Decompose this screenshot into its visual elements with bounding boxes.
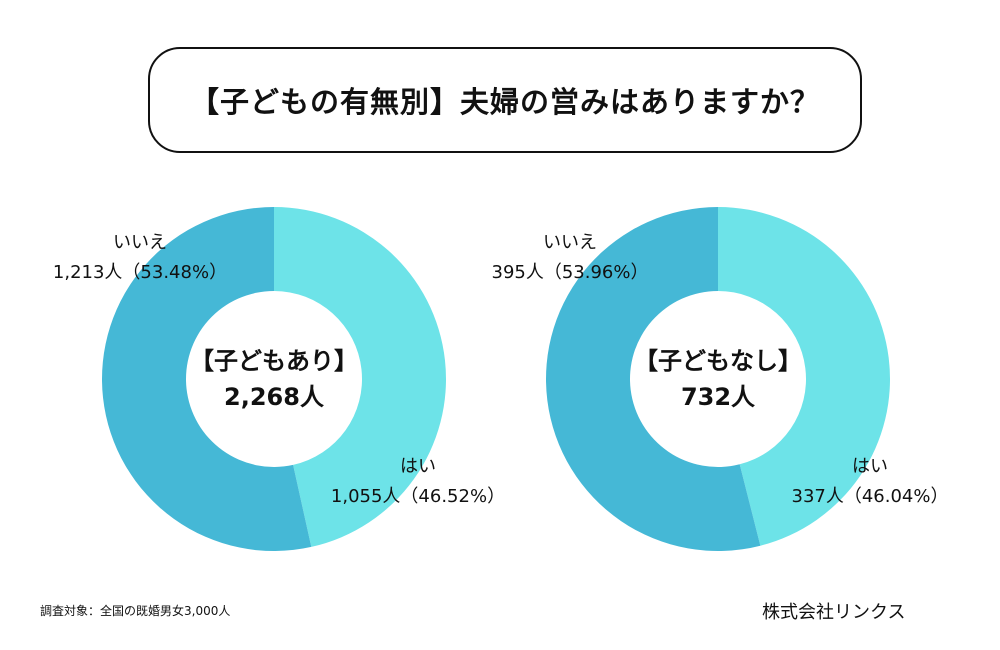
slice-label: はい (400, 456, 436, 477)
donut1-center-total: 2,268人 (224, 383, 324, 411)
donut1-slice-yes (274, 207, 447, 547)
survey-note: 調査対象：全国の既婚男女3,000人 (40, 604, 231, 618)
donut1-slice-no (102, 207, 312, 551)
company-name: 株式会社リンクス (762, 602, 906, 623)
donut1-center: 【子どもあり】 2,268人 (174, 343, 374, 415)
chart-title: 【子どもの有無別】夫婦の営みはありますか？ (189, 85, 820, 119)
donut2-center-total: 732人 (680, 383, 756, 411)
donut1-no-label: いいえ 1,213人（53.48%） (40, 228, 240, 288)
title-box: 【子どもの有無別】夫婦の営みはありますか？ (148, 47, 862, 153)
slice-label: いいえ (543, 232, 597, 253)
slice-value: 1,055人（46.52%） (330, 486, 506, 507)
donut2-slice-yes (718, 207, 891, 546)
donut2-yes-label: はい 337人（46.04%） (770, 452, 970, 512)
slice-value: 395人（53.96%） (491, 262, 649, 283)
donut1-center-label: 【子どもあり】 (190, 347, 358, 375)
slice-value: 1,213人（53.48%） (52, 262, 228, 283)
donut2-center-label: 【子どもなし】 (634, 347, 802, 375)
slice-value: 337人（46.04%） (791, 486, 949, 507)
donut1-yes-label: はい 1,055人（46.52%） (318, 452, 518, 512)
slice-label: いいえ (113, 232, 167, 253)
donut2-no-label: いいえ 395人（53.96%） (470, 228, 670, 288)
slice-label: はい (852, 456, 888, 477)
donut2-slice-no (546, 207, 761, 551)
donut2-center: 【子どもなし】 732人 (618, 343, 818, 415)
